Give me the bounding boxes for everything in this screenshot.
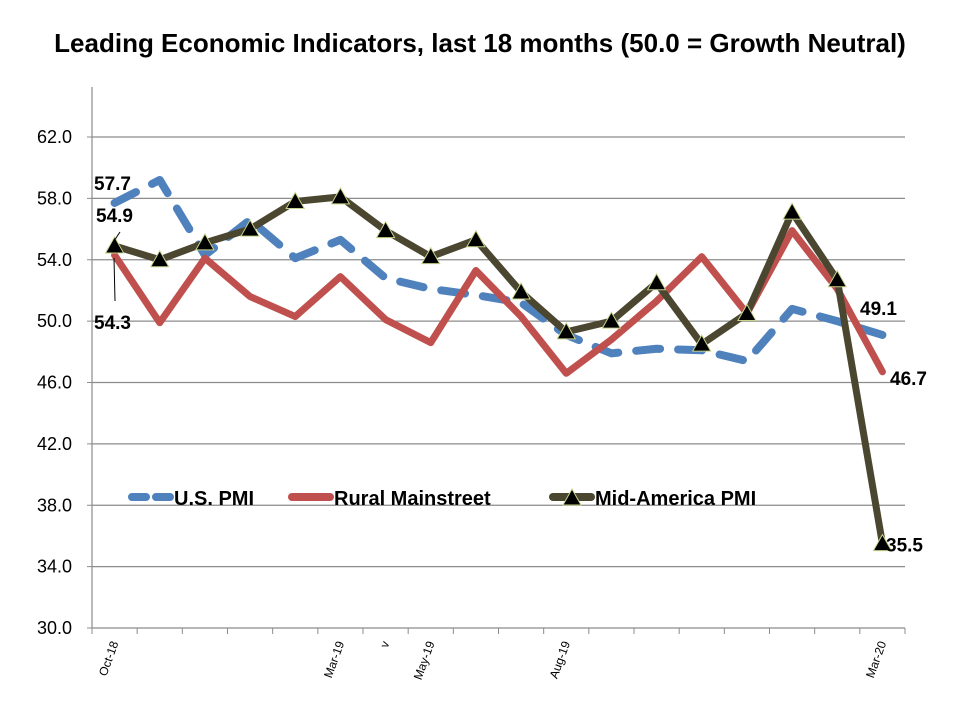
y-tick-label: 62.0 bbox=[37, 127, 72, 147]
series-u-s-pmi bbox=[110, 175, 887, 366]
data-label: 57.7 bbox=[94, 174, 131, 195]
legend-marker-icon bbox=[562, 487, 582, 506]
data-point-marker bbox=[466, 229, 486, 248]
legend-label: U.S. PMI bbox=[174, 488, 254, 510]
series-mid-america-pmi bbox=[104, 186, 893, 552]
x-tick-label: Aug-19 bbox=[547, 639, 574, 680]
y-tick-label: 58.0 bbox=[37, 188, 72, 208]
data-label: 54.3 bbox=[94, 313, 131, 334]
chart-title: Leading Economic Indicators, last 18 mon… bbox=[54, 28, 906, 58]
legend-item: Rural Mainstreet bbox=[288, 488, 491, 510]
x-tick-label: Mar-20 bbox=[863, 639, 889, 680]
series-line bbox=[110, 175, 887, 366]
data-point-marker bbox=[511, 281, 531, 300]
x-tick-label: v bbox=[377, 639, 392, 649]
legend-label: Mid-America PMI bbox=[595, 488, 756, 510]
data-point-marker bbox=[149, 249, 170, 268]
x-tick-label: May-19 bbox=[411, 639, 438, 682]
data-point-marker bbox=[330, 186, 351, 205]
data-label: 49.1 bbox=[860, 299, 897, 320]
x-tick-label: Mar-19 bbox=[321, 639, 347, 680]
data-point-marker bbox=[601, 311, 622, 329]
y-tick-label: 54.0 bbox=[37, 250, 72, 270]
series-line bbox=[111, 193, 886, 548]
leader-line bbox=[113, 231, 121, 242]
leader-line bbox=[113, 257, 116, 302]
y-tick-label: 34.0 bbox=[37, 557, 72, 577]
data-point-marker bbox=[646, 272, 667, 291]
data-point-marker bbox=[691, 334, 712, 352]
data-point-marker bbox=[285, 191, 306, 209]
y-tick-label: 38.0 bbox=[37, 495, 72, 515]
y-tick-label: 42.0 bbox=[37, 434, 72, 454]
legend: U.S. PMI Rural Mainstreet Mid-America PMI bbox=[128, 487, 756, 510]
y-tick-label: 30.0 bbox=[37, 618, 72, 638]
data-label: 46.7 bbox=[890, 369, 927, 390]
legend-label: Rural Mainstreet bbox=[334, 488, 491, 510]
data-point-marker bbox=[195, 232, 215, 251]
y-tick-label: 46.0 bbox=[37, 373, 72, 393]
legend-item: Mid-America PMI bbox=[549, 487, 756, 510]
data-point-marker bbox=[420, 246, 441, 265]
data-point-marker bbox=[104, 235, 125, 254]
data-point-marker bbox=[737, 303, 757, 321]
data-point-marker bbox=[240, 219, 260, 237]
data-point-marker bbox=[872, 533, 893, 552]
data-point-marker bbox=[556, 321, 577, 340]
data-label: 54.9 bbox=[96, 206, 133, 227]
data-label: 35.5 bbox=[886, 536, 923, 557]
data-point-marker bbox=[782, 202, 802, 220]
data-point-marker bbox=[827, 269, 848, 288]
legend-item: U.S. PMI bbox=[128, 488, 254, 510]
data-point-marker bbox=[375, 220, 396, 239]
y-tick-label: 50.0 bbox=[37, 311, 72, 331]
x-tick-label: Oct-18 bbox=[96, 639, 122, 678]
